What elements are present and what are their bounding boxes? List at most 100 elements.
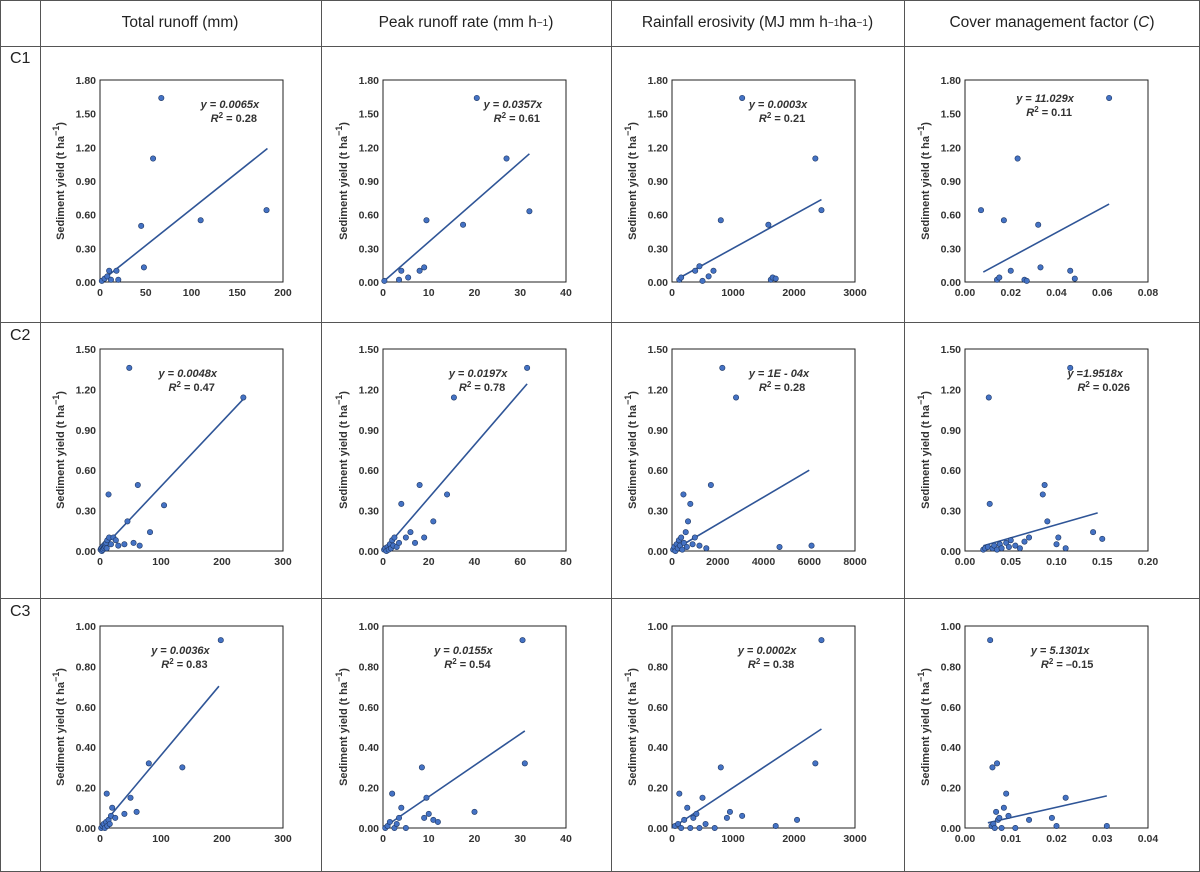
data-point xyxy=(682,529,689,536)
column-header-cover-management: Cover management factor (C) xyxy=(904,0,1200,46)
y-tick-label: 0.90 xyxy=(359,176,380,188)
column-header-text-end: ) xyxy=(1149,14,1155,31)
data-point xyxy=(124,518,131,525)
y-tick-label: 0.00 xyxy=(359,546,380,558)
data-point xyxy=(818,637,825,644)
column-header-text-mid: ha xyxy=(839,14,857,31)
data-point xyxy=(680,491,687,498)
plot-frame xyxy=(671,79,856,283)
x-tick-label: 6000 xyxy=(798,556,822,568)
data-point xyxy=(407,529,414,536)
data-point xyxy=(1005,812,1012,819)
data-point xyxy=(678,534,685,541)
data-point xyxy=(263,207,270,214)
x-tick-label: 0 xyxy=(97,833,103,845)
equation-label: y = 5.1301x xyxy=(1030,645,1090,657)
y-tick-label: 0.00 xyxy=(76,277,97,289)
data-point xyxy=(717,764,724,771)
data-point xyxy=(147,529,154,536)
data-point xyxy=(710,267,717,274)
data-point xyxy=(109,804,116,811)
plot-area: 0.00 0.20 0.40 0.60 0.80 1.00 0 1000 2000 3000 Sed… xyxy=(623,621,867,845)
data-point xyxy=(765,221,772,228)
data-point xyxy=(381,277,388,284)
r-squared-label: R2 = 0.78 xyxy=(459,380,505,394)
data-point xyxy=(1062,794,1069,801)
data-point xyxy=(104,273,111,280)
plot-frame xyxy=(382,625,567,829)
data-point xyxy=(1023,277,1030,284)
x-tick-label: 0 xyxy=(97,287,103,299)
x-tick-label: 0.00 xyxy=(955,833,976,845)
y-tick-label: 0.80 xyxy=(359,661,380,673)
column-header-text-end: ) xyxy=(548,14,554,31)
regression-line xyxy=(983,512,1098,547)
x-tick-label: 50 xyxy=(140,287,152,299)
plot-frame xyxy=(671,625,856,829)
y-axis-label: Sediment yield (t ha−1) xyxy=(51,391,67,509)
data-point xyxy=(526,208,533,215)
plot-area: 0.00 0.30 0.60 0.90 1.20 1.50 1.80 0 10 20 30 40 Sed… xyxy=(334,75,572,299)
y-tick-label: 0.60 xyxy=(648,465,669,477)
data-point xyxy=(993,808,1000,815)
x-tick-label: 0.00 xyxy=(955,287,976,299)
data-point xyxy=(115,276,122,283)
plot-area: 0.00 0.30 0.60 0.90 1.20 1.50 0 20 40 60 80 Sedimen… xyxy=(334,344,572,568)
data-point xyxy=(1016,545,1023,552)
data-point xyxy=(705,273,712,280)
y-tick-label: 0.60 xyxy=(648,210,669,222)
x-tick-label: 150 xyxy=(228,287,246,299)
data-point xyxy=(1062,545,1069,552)
data-point xyxy=(430,518,437,525)
y-tick-label: 0.00 xyxy=(76,823,97,835)
data-point xyxy=(699,277,706,284)
y-tick-label: 1.50 xyxy=(941,109,962,121)
y-axis-label: Sediment yield (t ha−1) xyxy=(334,668,350,786)
y-axis-label: Sediment yield (t ha−1) xyxy=(623,391,639,509)
data-point xyxy=(1026,816,1033,823)
data-point xyxy=(150,155,157,162)
data-point xyxy=(121,810,128,817)
r-squared-label: R2 = 0.28 xyxy=(759,380,805,394)
y-tick-label: 0.00 xyxy=(941,546,962,558)
data-point xyxy=(987,637,994,644)
r-squared-label: R2 = 0.47 xyxy=(169,380,215,394)
data-point xyxy=(521,760,528,767)
x-tick-label: 8000 xyxy=(843,556,867,568)
y-tick-label: 0.30 xyxy=(648,243,669,255)
y-tick-label: 1.20 xyxy=(648,384,669,396)
data-point xyxy=(503,155,510,162)
x-tick-label: 0.06 xyxy=(1092,287,1113,299)
x-tick-label: 1000 xyxy=(721,287,745,299)
chart-C2-cover: 0.00 0.30 0.60 0.90 1.20 1.50 0.00 0.05 0.10 0.15… xyxy=(905,339,1168,586)
x-tick-label: 200 xyxy=(213,556,231,568)
plot-area: 0.00 0.30 0.60 0.90 1.20 1.50 0 2000 4000 6000 800… xyxy=(623,344,867,568)
data-point xyxy=(812,760,819,767)
data-point xyxy=(1000,804,1007,811)
data-point xyxy=(1048,814,1055,821)
data-point xyxy=(418,764,425,771)
y-tick-label: 1.50 xyxy=(648,344,669,356)
data-point xyxy=(687,500,694,507)
y-tick-label: 0.80 xyxy=(76,661,97,673)
x-tick-label: 100 xyxy=(152,556,170,568)
plot-frame xyxy=(99,79,284,283)
data-point xyxy=(471,808,478,815)
data-point xyxy=(158,94,165,101)
y-tick-label: 1.50 xyxy=(648,109,669,121)
y-tick-label: 0.30 xyxy=(76,506,97,518)
data-point xyxy=(112,814,119,821)
y-tick-label: 0.00 xyxy=(76,546,97,558)
plot-frame xyxy=(99,625,284,829)
y-tick-label: 1.50 xyxy=(359,109,380,121)
x-tick-label: 80 xyxy=(560,556,572,568)
data-point xyxy=(719,364,726,371)
y-tick-label: 0.30 xyxy=(76,243,97,255)
x-tick-label: 20 xyxy=(469,833,481,845)
data-point xyxy=(994,760,1001,767)
plot-area: 0.00 0.30 0.60 0.90 1.20 1.50 1.80 0 1000 2000 300… xyxy=(623,75,867,299)
data-point xyxy=(1012,825,1019,832)
equation-label: y = 0.0003x xyxy=(748,99,808,111)
y-tick-label: 1.00 xyxy=(76,621,97,633)
table-border-row1 xyxy=(0,322,1200,323)
